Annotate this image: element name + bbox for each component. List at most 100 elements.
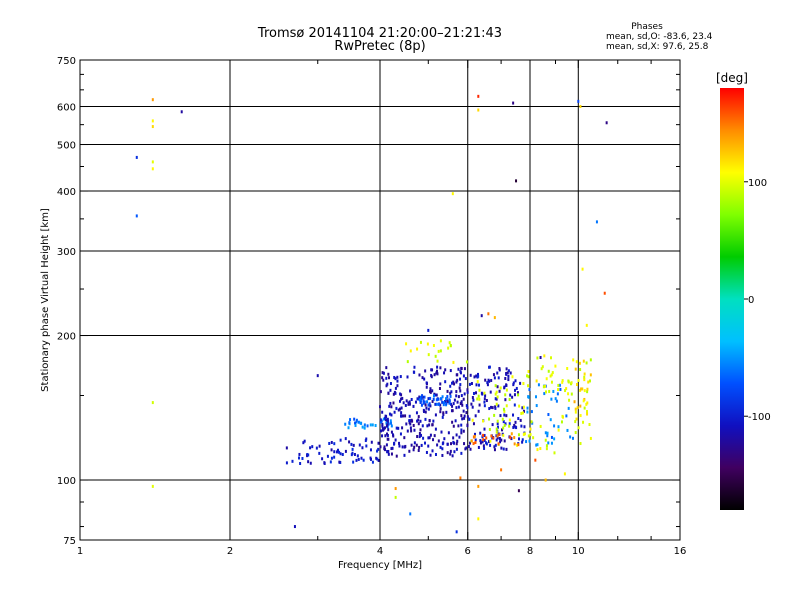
data-point [492, 373, 495, 377]
data-point [410, 398, 413, 402]
data-point [502, 433, 505, 437]
data-point [398, 441, 401, 445]
data-point [517, 443, 520, 447]
data-point [456, 439, 459, 443]
data-point [408, 400, 411, 404]
data-point [394, 377, 397, 381]
data-point [383, 426, 386, 430]
data-point [401, 414, 404, 418]
data-point [482, 433, 485, 437]
data-point [425, 385, 428, 389]
data-point [443, 437, 446, 441]
data-point [394, 386, 397, 390]
data-point [339, 438, 342, 442]
data-point [507, 378, 510, 382]
data-point [472, 442, 475, 446]
data-point [433, 373, 436, 377]
data-point [467, 445, 470, 449]
data-point [460, 400, 463, 404]
data-point [553, 437, 556, 441]
data-point [386, 437, 389, 441]
data-point [478, 397, 481, 401]
data-point [459, 476, 462, 480]
data-point [503, 439, 506, 443]
data-point [583, 378, 586, 382]
data-point [390, 413, 393, 417]
data-point [408, 414, 411, 418]
data-point [545, 377, 548, 381]
data-point [351, 451, 354, 455]
data-point [460, 428, 463, 432]
data-point [460, 431, 463, 435]
data-point [376, 457, 379, 461]
data-point [395, 426, 398, 430]
data-point [500, 468, 503, 472]
data-point [381, 426, 384, 430]
data-point [469, 447, 472, 451]
data-point [426, 424, 429, 428]
data-point [536, 356, 539, 360]
data-point [499, 440, 502, 444]
data-point [399, 407, 402, 411]
data-point [381, 376, 384, 380]
data-point [498, 367, 501, 371]
data-point [425, 406, 428, 410]
data-point [389, 401, 392, 405]
data-point [459, 389, 462, 393]
data-point [582, 399, 585, 403]
data-point [307, 453, 310, 457]
data-point [557, 387, 560, 391]
data-point [435, 371, 438, 375]
data-point [318, 444, 321, 448]
data-point [496, 385, 499, 389]
data-point [494, 384, 497, 388]
data-point [512, 101, 515, 105]
data-point [405, 399, 408, 403]
data-point [433, 434, 436, 438]
data-point [430, 375, 433, 379]
data-point [421, 394, 424, 398]
data-point [493, 316, 496, 320]
data-point [513, 436, 516, 440]
data-point [480, 391, 483, 395]
data-point [422, 399, 425, 403]
data-point [402, 401, 405, 405]
data-point [437, 439, 440, 443]
data-point [548, 389, 551, 393]
data-point [151, 98, 154, 102]
data-point [405, 422, 408, 426]
data-point [544, 384, 547, 388]
data-point [441, 395, 444, 399]
data-point [369, 456, 372, 460]
data-point [413, 370, 416, 374]
data-point [528, 439, 531, 443]
data-point [407, 402, 410, 406]
data-point [477, 374, 480, 378]
data-point [498, 389, 501, 393]
data-point [527, 384, 530, 388]
data-point [355, 420, 358, 424]
data-point [442, 401, 445, 405]
data-point [425, 450, 428, 454]
data-point [412, 448, 415, 452]
data-point [453, 398, 456, 402]
data-point [400, 393, 403, 397]
data-point [505, 367, 508, 371]
data-point [490, 378, 493, 382]
data-point [423, 441, 426, 445]
data-point [478, 388, 481, 392]
data-point [508, 424, 511, 428]
data-point [579, 368, 582, 372]
data-point [503, 423, 506, 427]
data-point [427, 436, 430, 440]
data-point [509, 393, 512, 397]
data-point [400, 406, 403, 410]
data-point [589, 358, 592, 362]
chart-title: Tromsø 20141104 21:20:00–21:21:43 [257, 26, 503, 41]
data-point [427, 397, 430, 401]
data-point [384, 414, 387, 418]
data-point [380, 429, 383, 433]
data-point [381, 371, 384, 375]
data-point [449, 449, 452, 453]
data-point [384, 416, 387, 420]
